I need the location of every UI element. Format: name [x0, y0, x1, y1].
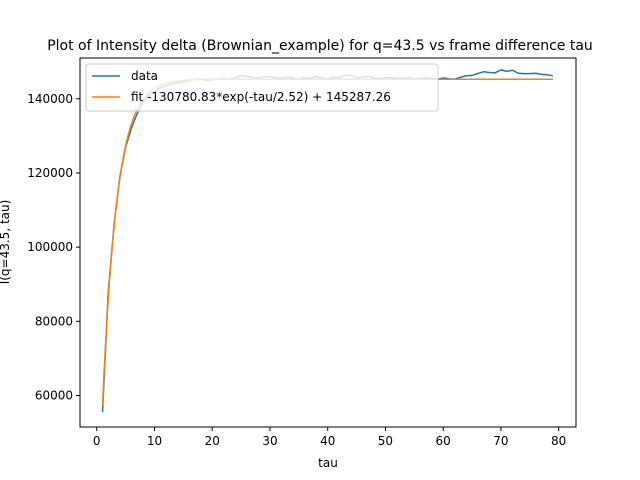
x-tick-label: 10	[147, 434, 162, 448]
y-axis: 60000 80000 100000 120000 140000	[27, 92, 80, 402]
legend: data fit -130780.83*exp(-tau/2.52) + 1452…	[85, 63, 439, 112]
x-axis: 0 10 20 30 40 50 60 70 80	[93, 427, 566, 448]
x-axis-label: tau	[318, 456, 338, 470]
series-data-line	[101, 69, 554, 413]
x-tick-label: 70	[493, 434, 508, 448]
x-tick-label: 60	[436, 434, 451, 448]
legend-box	[85, 63, 439, 112]
series-fit-line	[101, 78, 553, 406]
y-tick-label: 100000	[27, 240, 73, 254]
y-tick-label: 80000	[35, 314, 73, 328]
x-tick-label: 30	[262, 434, 277, 448]
x-tick-label: 20	[205, 434, 220, 448]
x-tick-label: 40	[320, 434, 335, 448]
axes-frame	[79, 57, 577, 428]
y-tick-label: 60000	[35, 388, 73, 402]
legend-label: fit -130780.83*exp(-tau/2.52) + 145287.2…	[131, 90, 391, 104]
x-tick-label: 80	[551, 434, 566, 448]
x-tick-label: 50	[378, 434, 393, 448]
y-axis-label: I(q=43.5, tau)	[0, 200, 12, 285]
plot-area	[79, 57, 577, 428]
x-tick-label: 0	[93, 434, 101, 448]
chart-title: Plot of Intensity delta (Brownian_exampl…	[47, 38, 593, 54]
y-tick-label: 120000	[27, 166, 73, 180]
legend-label: data	[131, 69, 158, 83]
y-tick-label: 140000	[27, 92, 73, 106]
